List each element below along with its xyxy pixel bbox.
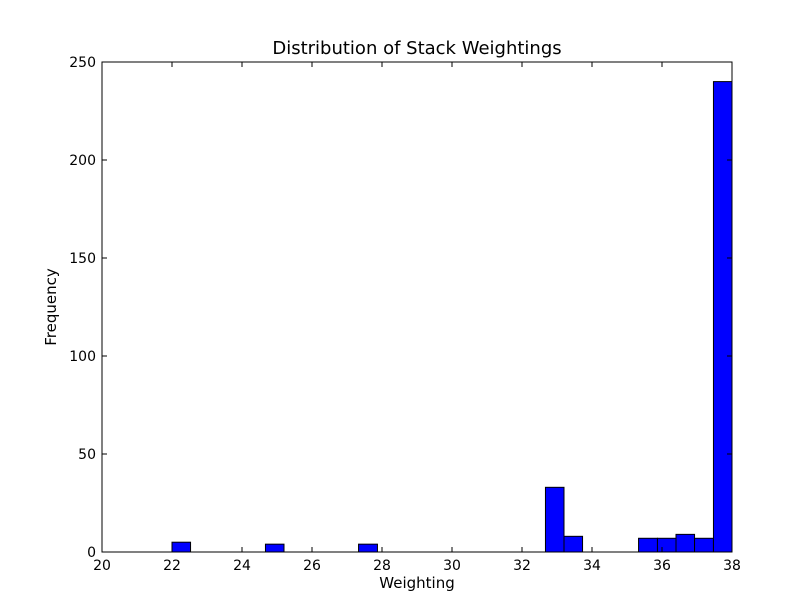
y-tick-label-1: 50 bbox=[78, 447, 96, 463]
x-tick-label-6: 32 bbox=[513, 558, 531, 574]
plot-frame bbox=[101, 61, 733, 553]
x-tick-label-7: 34 bbox=[583, 558, 601, 574]
y-tick-label-0: 0 bbox=[87, 545, 96, 561]
x-tick-label-3: 26 bbox=[303, 558, 321, 574]
x-axis-label: Weighting bbox=[379, 574, 454, 592]
chart-title: Distribution of Stack Weightings bbox=[272, 38, 561, 59]
histogram-bar-4 bbox=[563, 535, 584, 553]
x-tick-label-1: 22 bbox=[163, 558, 181, 574]
y-axis-label: Frequency bbox=[42, 268, 60, 346]
y-tick-label-2: 100 bbox=[69, 349, 96, 365]
x-tick-label-5: 30 bbox=[443, 558, 461, 574]
x-tick-label-2: 24 bbox=[233, 558, 251, 574]
ticks-layer: 20 22 24 26 28 30 32 34 36 38 0 50 100 150 200 250 bbox=[69, 55, 741, 574]
histogram-bar-0 bbox=[171, 541, 192, 553]
histogram-bar-8 bbox=[694, 537, 714, 553]
plot-area bbox=[102, 62, 732, 552]
histogram-bar-2 bbox=[358, 543, 378, 553]
y-tick-label-5: 250 bbox=[69, 55, 96, 71]
histogram-bar-5 bbox=[638, 537, 658, 553]
x-tick-label-9: 38 bbox=[723, 558, 741, 574]
histogram-bar-7 bbox=[675, 533, 696, 553]
histogram-bar-9 bbox=[712, 81, 733, 553]
y-tick-label-4: 200 bbox=[69, 153, 96, 169]
x-tick-label-4: 28 bbox=[373, 558, 391, 574]
histogram-bar-6 bbox=[656, 537, 677, 553]
x-tick-label-0: 20 bbox=[93, 558, 111, 574]
histogram-bar-1 bbox=[264, 543, 285, 553]
histogram-bar-3 bbox=[544, 486, 565, 553]
x-tick-label-8: 36 bbox=[653, 558, 671, 574]
y-tick-label-3: 150 bbox=[69, 251, 96, 267]
